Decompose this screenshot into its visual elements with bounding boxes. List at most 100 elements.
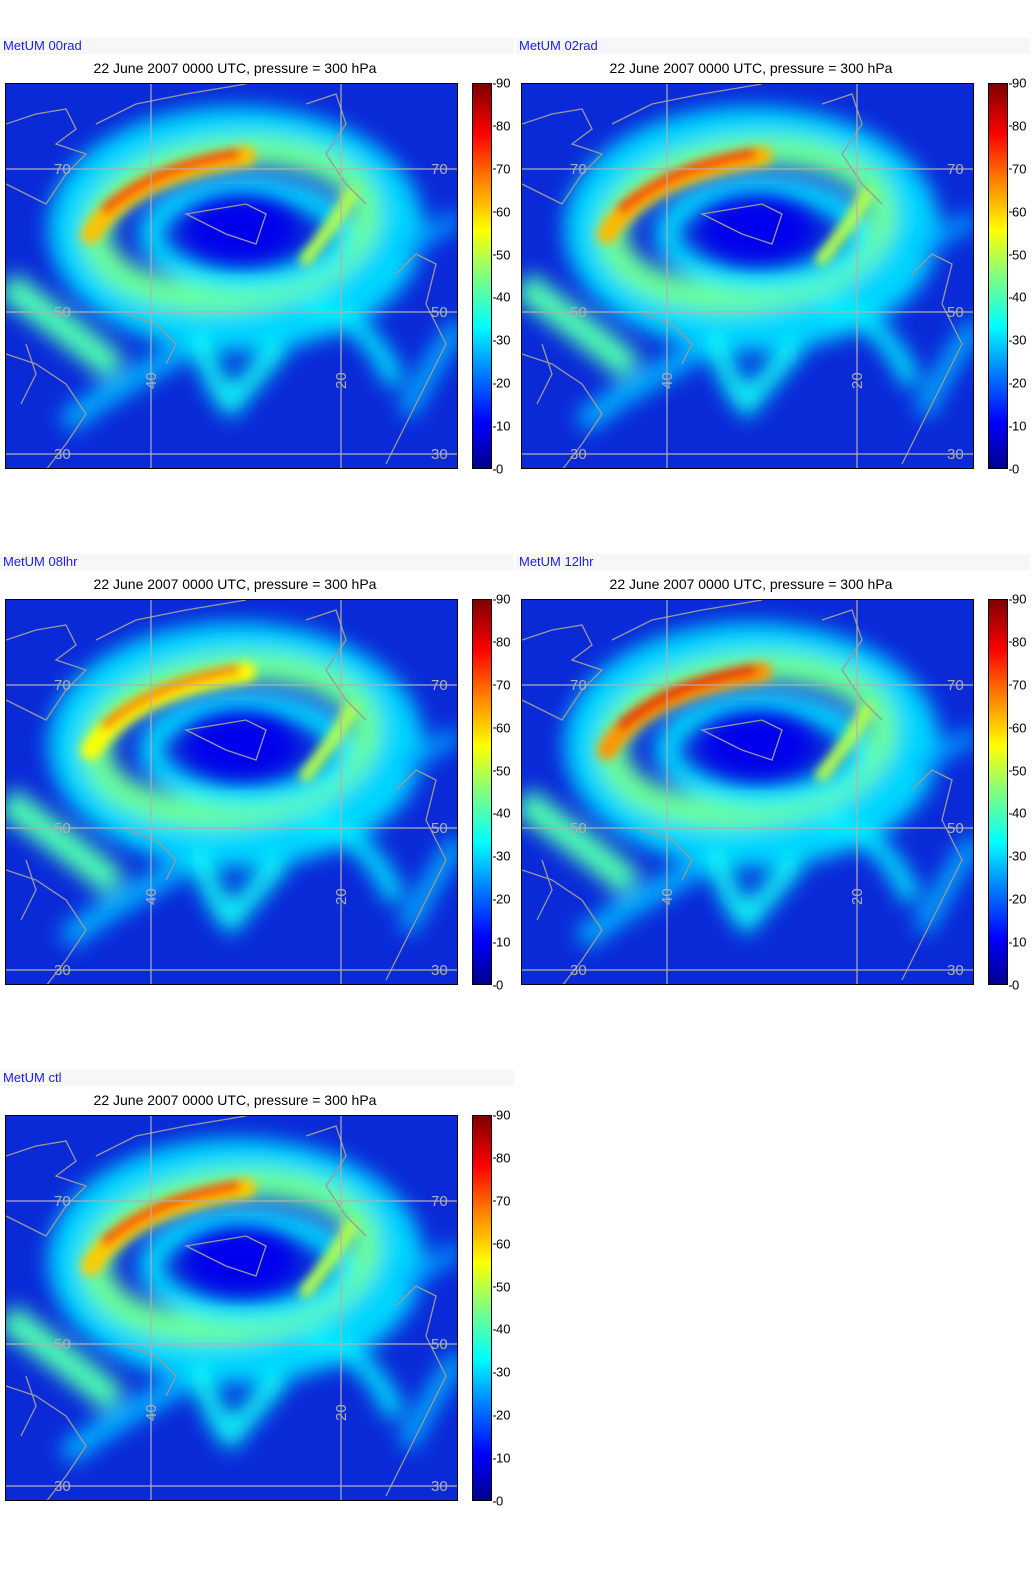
colorbar-tick-label: 90 [492, 1107, 511, 1123]
graticule [6, 84, 457, 468]
colorbar-tick-label: 60 [492, 720, 511, 736]
colorbar-tick-label: 40 [1008, 289, 1027, 305]
label-strip [0, 1070, 514, 1086]
wind-speed-map: 70 70 50 50 30 30 40 20 [521, 599, 974, 985]
lat-label: 50 [570, 304, 587, 321]
lat-label: 50 [54, 820, 71, 837]
colorbar [472, 83, 492, 469]
colorbar-tick-label: 80 [492, 634, 511, 650]
lon-label: 40 [659, 372, 676, 389]
colorbar [472, 599, 492, 985]
lat-label: 30 [54, 962, 71, 979]
colorbar-tick-label: 60 [1008, 204, 1027, 220]
colorbar-tick-label: 40 [492, 289, 511, 305]
coastlines [522, 84, 963, 468]
lon-label: 40 [143, 1404, 160, 1421]
wind-speed-map: 70 70 50 50 30 30 40 20 [521, 83, 974, 469]
colorbar-ticks: 0 10 20 30 40 50 60 70 80 90 [492, 76, 522, 477]
lat-label: 70 [54, 1193, 71, 1210]
colorbar-tick-label: 30 [492, 1364, 511, 1380]
colorbar-tick-label: 90 [492, 75, 511, 91]
panel-3: MetUM 08lhr 22 June 2007 0000 UTC, press… [0, 554, 516, 1054]
colorbar-tick-label: 10 [492, 1450, 511, 1466]
model-label: MetUM ctl [3, 1070, 62, 1085]
colorbar-tick-label: 0 [1008, 461, 1020, 477]
colorbar-tick-label: 40 [1008, 805, 1027, 821]
colorbar-tick-label: 10 [1008, 934, 1027, 950]
jet-core [597, 146, 874, 266]
colorbar-tick-label: 0 [492, 1493, 504, 1509]
colorbar-ticks: 0 10 20 30 40 50 60 70 80 90 [492, 592, 522, 993]
colorbar-tick-label: 0 [1008, 977, 1020, 993]
colorbar-tick-label: 90 [1008, 75, 1027, 91]
colorbar-tick-label: 0 [492, 977, 504, 993]
chart-title: 22 June 2007 0000 UTC, pressure = 300 hP… [609, 576, 893, 592]
lat-label: 70 [431, 161, 448, 178]
lon-label: 40 [143, 372, 160, 389]
coastlines [6, 1116, 447, 1500]
lat-label: 50 [947, 304, 964, 321]
graticule [6, 1116, 457, 1500]
colorbar-tick-label: 50 [492, 763, 511, 779]
lat-label: 50 [54, 304, 71, 321]
chart-title: 22 June 2007 0000 UTC, pressure = 300 hP… [93, 60, 377, 76]
colorbar-tick-label: 50 [492, 247, 511, 263]
colorbar-tick-label: 60 [1008, 720, 1027, 736]
label-strip [516, 38, 1030, 54]
colorbar-tick-label: 60 [492, 1236, 511, 1252]
lat-label: 30 [947, 446, 964, 463]
colorbar-tick-label: 30 [492, 332, 511, 348]
colorbar-tick-label: 30 [1008, 848, 1027, 864]
colorbar-tick-label: 20 [1008, 891, 1027, 907]
colorbar [988, 83, 1008, 469]
colorbar-tick-label: 70 [492, 161, 511, 177]
chart-title: 22 June 2007 0000 UTC, pressure = 300 hP… [93, 1092, 377, 1108]
lat-label: 70 [54, 161, 71, 178]
colorbar-tick-label: 20 [1008, 375, 1027, 391]
colorbar-tick-label: 90 [492, 591, 511, 607]
jet-core [597, 662, 874, 782]
colorbar-tick-label: 10 [1008, 418, 1027, 434]
lat-label: 50 [54, 1336, 71, 1353]
lon-label: 40 [659, 888, 676, 905]
colorbar-tick-label: 20 [492, 1407, 511, 1423]
lon-label: 20 [333, 372, 350, 389]
lat-label: 70 [570, 161, 587, 178]
lon-label: 20 [849, 372, 866, 389]
colorbar-tick-label: 90 [1008, 591, 1027, 607]
colorbar-tick-label: 20 [492, 891, 511, 907]
lon-label: 20 [333, 888, 350, 905]
wind-speed-field [522, 622, 973, 949]
colorbar-tick-label: 30 [492, 848, 511, 864]
lat-label: 30 [570, 962, 587, 979]
panel-2: MetUM 02rad 22 June 2007 0000 UTC, press… [516, 38, 1032, 538]
lat-label: 50 [570, 820, 587, 837]
lat-label: 50 [431, 820, 448, 837]
colorbar-tick-label: 80 [1008, 118, 1027, 134]
graticule [522, 84, 973, 468]
colorbar-tick-label: 60 [492, 204, 511, 220]
coastlines [6, 84, 447, 468]
lat-label: 70 [431, 1193, 448, 1210]
colorbar-tick-label: 30 [1008, 332, 1027, 348]
colorbar [472, 1115, 492, 1501]
label-strip [0, 554, 514, 570]
jet-core [81, 662, 358, 782]
colorbar-tick-label: 70 [492, 677, 511, 693]
lat-label: 70 [947, 677, 964, 694]
lat-label: 30 [431, 1478, 448, 1495]
lat-label: 70 [431, 677, 448, 694]
lat-label: 50 [947, 820, 964, 837]
wind-speed-map: 70 70 50 50 30 30 40 20 [5, 599, 458, 985]
model-label: MetUM 08lhr [3, 554, 78, 569]
chart-title: 22 June 2007 0000 UTC, pressure = 300 hP… [93, 576, 377, 592]
colorbar-tick-label: 40 [492, 1321, 511, 1337]
model-label: MetUM 12lhr [519, 554, 594, 569]
coastlines [522, 600, 963, 984]
colorbar-tick-label: 80 [492, 1150, 511, 1166]
lat-label: 70 [947, 161, 964, 178]
colorbar-ticks: 0 10 20 30 40 50 60 70 80 90 [492, 1108, 522, 1509]
colorbar-tick-label: 20 [492, 375, 511, 391]
lat-label: 50 [431, 304, 448, 321]
chart-title: 22 June 2007 0000 UTC, pressure = 300 hP… [609, 60, 893, 76]
